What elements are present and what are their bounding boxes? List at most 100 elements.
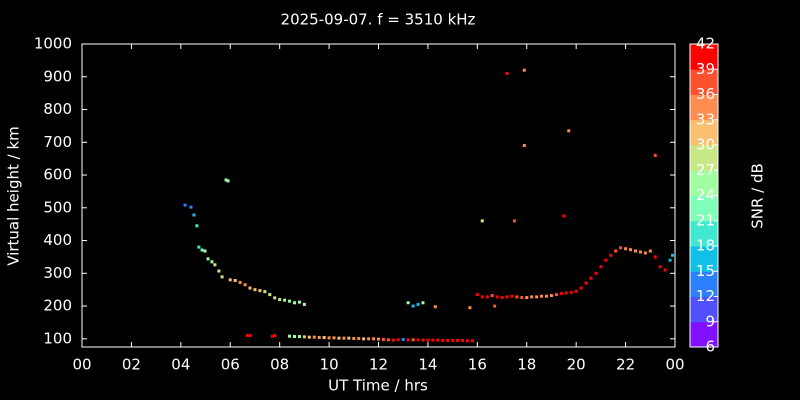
data-point (433, 305, 437, 309)
data-point (633, 249, 637, 253)
x-axis-label: UT Time / hrs (328, 377, 428, 395)
y-tick-label: 600 (43, 166, 72, 184)
data-point (653, 255, 657, 259)
y-tick-label: 500 (43, 198, 72, 216)
data-point (322, 336, 326, 340)
data-point (624, 247, 628, 251)
x-tick-label: 04 (171, 356, 190, 374)
data-point (648, 249, 652, 253)
data-point (288, 299, 292, 303)
data-point (535, 295, 539, 299)
data-point (461, 338, 465, 342)
x-tick-label: 16 (468, 356, 487, 374)
colorbar-band (690, 94, 718, 121)
colorbar-band (690, 246, 718, 272)
data-point (195, 224, 199, 228)
colorbar-tick-label: 15 (696, 262, 715, 280)
x-tick-label: 18 (517, 356, 536, 374)
colorbar-band (690, 195, 718, 222)
data-point (347, 336, 351, 340)
data-point (495, 295, 499, 299)
data-point (217, 269, 221, 273)
data-point (189, 205, 193, 209)
data-point (273, 296, 277, 300)
data-point (456, 338, 460, 342)
y-tick-label: 800 (43, 100, 72, 118)
data-point (549, 294, 553, 298)
data-point (589, 276, 593, 280)
data-point (302, 302, 306, 306)
data-point (377, 337, 380, 341)
data-point (614, 249, 618, 253)
data-point (671, 253, 675, 257)
colorbar-band (690, 145, 718, 171)
y-tick-label: 1000 (34, 35, 72, 53)
data-point (243, 283, 247, 287)
data-point (431, 338, 435, 342)
colorbar-band (690, 220, 718, 247)
data-point (273, 334, 277, 338)
data-point (307, 335, 311, 339)
data-point (192, 213, 196, 217)
data-point (643, 251, 647, 255)
data-point (594, 271, 598, 275)
data-point (228, 278, 232, 282)
data-point (446, 338, 450, 342)
data-point (372, 337, 376, 341)
data-point (505, 71, 509, 75)
data-point (493, 304, 497, 308)
data-point (206, 257, 210, 261)
colorbar-tick-label: 39 (696, 60, 715, 78)
colorbar-tick-label: 12 (696, 287, 715, 305)
data-point (416, 338, 420, 342)
data-point (213, 263, 217, 267)
data-point (200, 248, 204, 252)
colorbar-tick-label: 30 (696, 136, 715, 154)
data-point (574, 289, 578, 293)
data-point (505, 295, 509, 299)
data-point (297, 335, 301, 339)
data-point (490, 294, 494, 298)
y-tick-label: 900 (43, 67, 72, 85)
data-point (253, 288, 257, 292)
data-point (436, 338, 440, 342)
data-point (352, 336, 356, 340)
data-point (540, 294, 544, 298)
data-point (220, 275, 224, 279)
y-tick-label: 100 (43, 329, 72, 347)
x-tick-label: 22 (616, 356, 635, 374)
colorbar-tick-label: 33 (696, 110, 715, 128)
colorbar-band (690, 296, 718, 323)
data-point (475, 293, 479, 297)
data-point (564, 291, 568, 295)
data-point (480, 219, 484, 223)
data-point (468, 306, 472, 310)
data-point (396, 338, 400, 342)
data-point (312, 335, 316, 339)
data-point (381, 337, 385, 341)
data-point (465, 339, 469, 343)
colorbar-label: SNR / dB (749, 163, 767, 229)
data-point (520, 296, 524, 300)
data-point (317, 336, 321, 340)
data-point (263, 290, 267, 294)
data-point (470, 339, 474, 343)
x-tick-label: 10 (320, 356, 339, 374)
data-point (233, 279, 237, 283)
x-tick-label: 14 (418, 356, 437, 374)
data-point (224, 178, 228, 182)
data-point (567, 129, 571, 133)
data-point (342, 336, 346, 340)
data-point (297, 300, 301, 304)
data-point (246, 334, 250, 338)
data-point (512, 219, 516, 223)
data-point (391, 338, 395, 342)
colorbar-tick-label: 6 (705, 338, 715, 356)
data-point (604, 258, 608, 262)
data-point (451, 338, 455, 342)
x-tick-label: 00 (665, 356, 684, 374)
data-point (638, 250, 642, 254)
data-point (210, 260, 214, 264)
colorbar-tick-label: 9 (705, 312, 715, 330)
data-point (441, 338, 445, 342)
